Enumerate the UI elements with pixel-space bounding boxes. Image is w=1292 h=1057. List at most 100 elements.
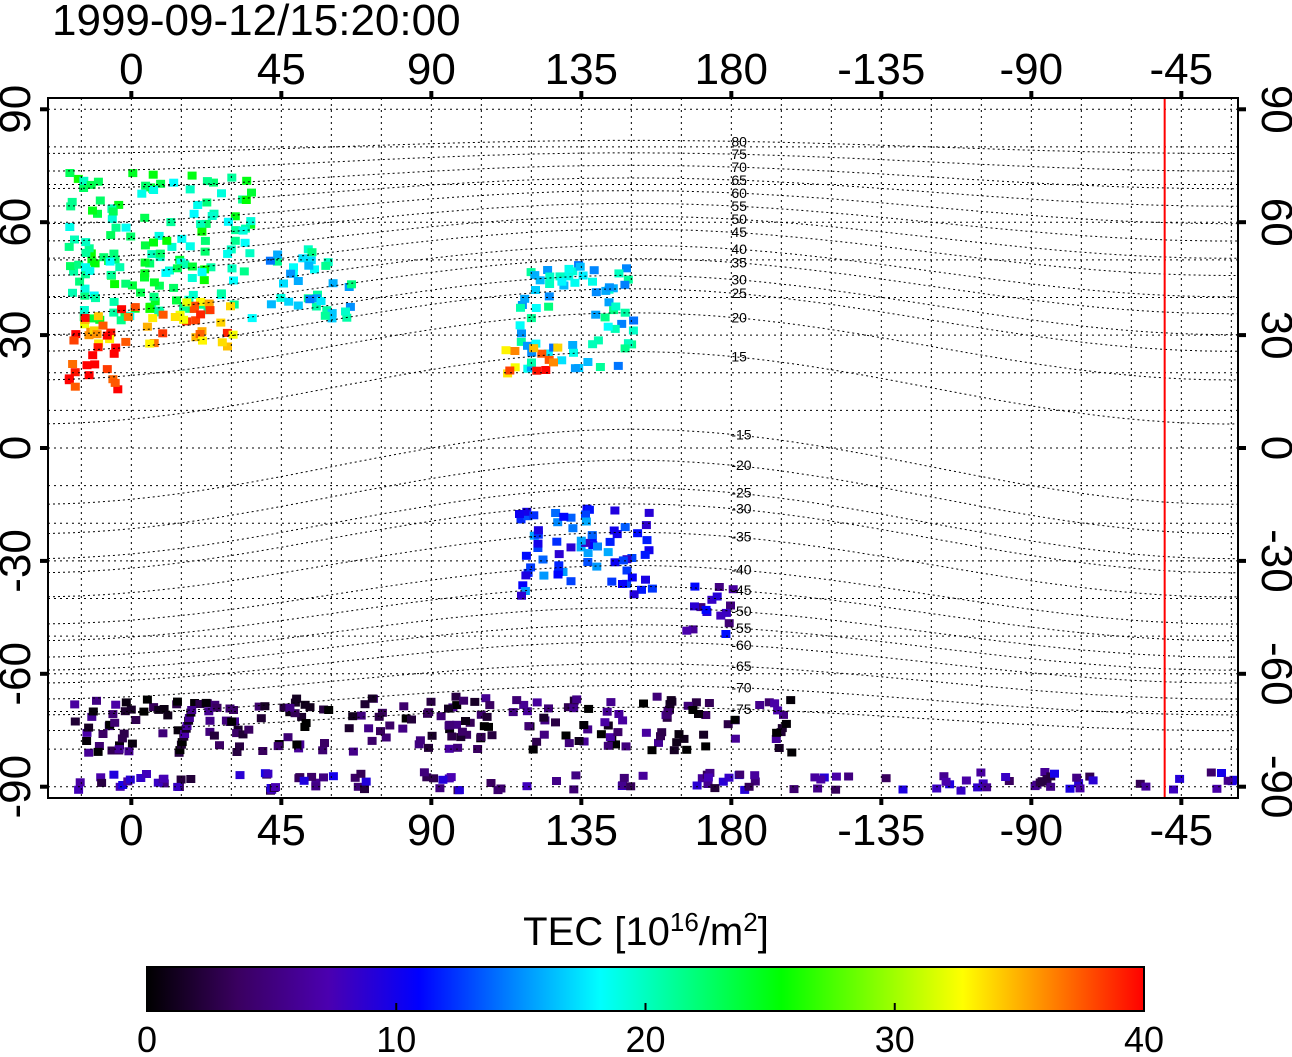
tec-cell — [271, 783, 280, 792]
tec-cell — [64, 374, 74, 383]
tec-cell — [195, 700, 205, 708]
tec-cell — [724, 773, 734, 782]
tec-cell — [246, 217, 256, 226]
x-tick-bottom — [729, 798, 734, 805]
tec-cell — [427, 731, 437, 740]
tec-cell — [515, 321, 525, 330]
tec-region — [64, 169, 257, 325]
tec-cell — [714, 583, 724, 591]
tec-cell — [161, 268, 171, 277]
tec-cell — [126, 232, 136, 241]
tec-cell — [215, 741, 224, 750]
tec-cell — [1169, 785, 1178, 794]
tec-cell — [629, 590, 639, 599]
tec-cell — [642, 536, 652, 545]
tec-cell — [622, 566, 632, 575]
tec-cell — [169, 178, 179, 187]
tec-cell — [589, 266, 599, 275]
tec-cell — [641, 575, 650, 584]
tec-cell — [283, 733, 293, 742]
contour-line — [48, 586, 1238, 642]
tec-cell — [156, 179, 166, 188]
tec-cell — [148, 170, 158, 179]
tec-cell — [127, 281, 137, 290]
tec-cell — [305, 295, 315, 304]
tec-cell — [683, 701, 693, 710]
x-tick-top — [279, 91, 284, 98]
tec-cell — [419, 768, 429, 777]
tec-cell — [576, 543, 586, 552]
x-tick-bottom — [879, 798, 884, 805]
tec-cell — [70, 235, 79, 244]
contour-label: 30 — [731, 271, 747, 287]
x-tick-label-bottom: 180 — [695, 806, 768, 855]
tec-cell — [209, 178, 218, 187]
tec-cell — [350, 773, 360, 782]
tec-cell — [200, 247, 210, 256]
tec-cell — [163, 711, 173, 720]
colorbar-tick-label: 20 — [625, 1019, 665, 1057]
tec-cell — [345, 302, 355, 311]
contour-line — [48, 177, 1238, 207]
tec-cell — [564, 739, 574, 748]
tec-cell — [982, 783, 992, 792]
tec-cell — [86, 249, 96, 258]
tec-data-layer — [64, 169, 1238, 795]
tec-cell — [415, 736, 425, 745]
tec-cell — [111, 700, 121, 709]
tec-cell — [705, 768, 715, 777]
tec-cell — [633, 529, 643, 538]
tec-cell — [622, 264, 631, 273]
tec-cell — [240, 238, 250, 247]
tec-cell — [182, 722, 192, 730]
tec-cell — [158, 329, 168, 338]
tec-cell — [80, 284, 90, 293]
y-tick-label-right: 30 — [1252, 311, 1292, 360]
y-tick-left — [40, 220, 48, 225]
tec-cell — [121, 223, 131, 232]
tec-cell — [553, 343, 563, 352]
colorbar-tick-label: 40 — [1124, 1019, 1164, 1057]
tec-cell — [533, 539, 543, 548]
tec-cell — [618, 580, 627, 588]
tec-cell — [545, 272, 555, 281]
tec-cell — [771, 735, 781, 743]
tec-cell — [175, 746, 185, 755]
tec-cell — [476, 710, 486, 719]
tec-cell — [666, 696, 676, 705]
tec-cell — [141, 181, 151, 190]
tec-cell — [453, 743, 463, 752]
tec-cell — [137, 189, 147, 198]
tec-cell — [532, 698, 542, 707]
tec-cell — [529, 344, 539, 353]
x-tick-label-bottom: -90 — [1000, 806, 1064, 855]
tec-cell — [150, 297, 160, 306]
tec-cell — [293, 301, 303, 310]
tec-cell — [512, 696, 522, 705]
tec-cell — [318, 746, 328, 755]
tec-cell — [557, 356, 567, 365]
y-tick-label-left: -60 — [0, 642, 40, 706]
tec-cell — [606, 698, 616, 707]
tec-cell — [961, 776, 971, 785]
tec-cell — [538, 555, 548, 564]
tec-cell — [401, 714, 411, 723]
contour-line — [48, 624, 1238, 671]
tec-cell — [79, 176, 89, 185]
contour-label: -15 — [731, 426, 751, 442]
tec-cell — [93, 312, 103, 321]
tec-cell — [539, 730, 549, 739]
tec-cell — [663, 706, 673, 715]
tec-cell — [559, 512, 569, 521]
tec-cell — [1065, 784, 1075, 793]
tec-cell — [197, 268, 207, 277]
tec-cell — [204, 299, 214, 308]
tec-cell — [939, 772, 949, 781]
contour-line — [48, 164, 1238, 190]
tec-cell — [92, 696, 101, 705]
tec-cell — [563, 703, 573, 712]
tec-cell — [1212, 784, 1222, 793]
tec-cell — [70, 700, 80, 709]
tec-cell — [537, 349, 547, 358]
tec-cell — [172, 296, 181, 305]
